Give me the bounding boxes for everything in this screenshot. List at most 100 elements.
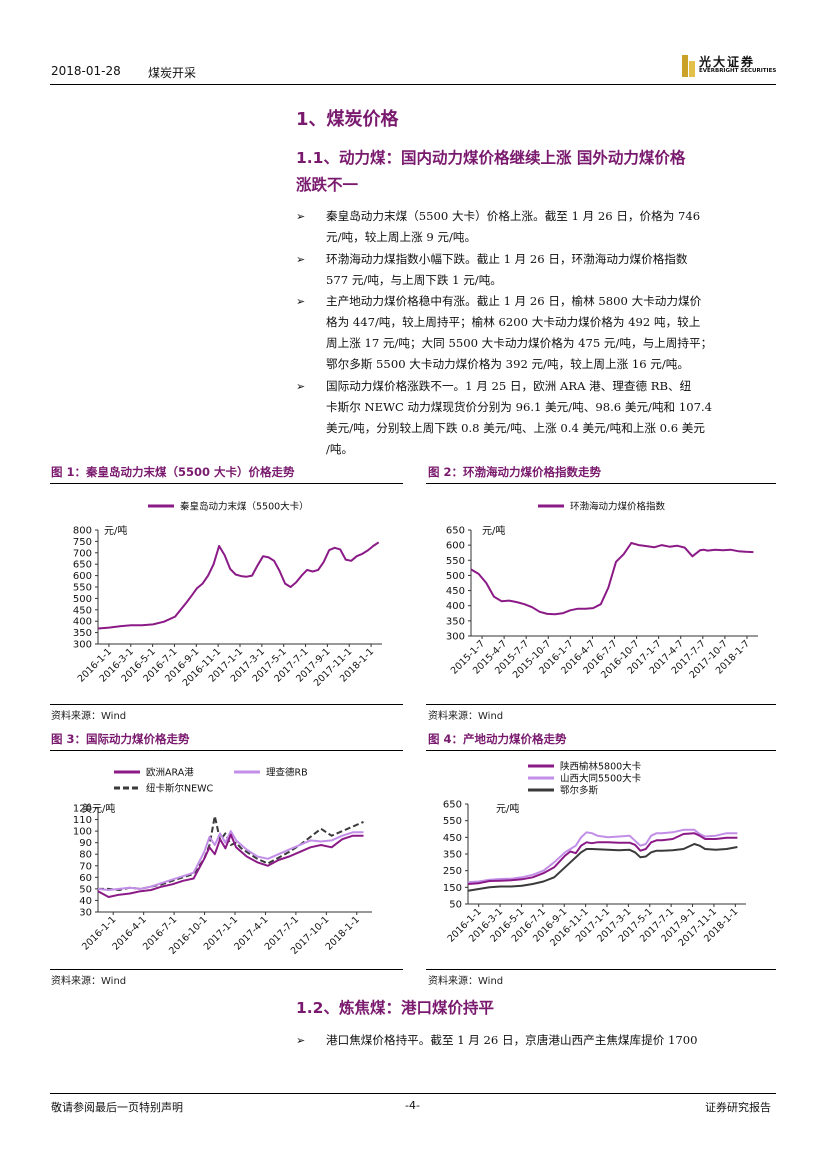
bullet-item: ➢ 港口焦煤价格持平。截至 1 月 26 日，京唐港山西产主焦煤库提价 1700 (296, 1030, 776, 1051)
y-tick-label: 700 (73, 548, 92, 559)
figure-1-chart: 3003504004505005506006507007508002016-1-… (73, 501, 382, 689)
y-tick-label: 70 (79, 861, 92, 872)
figure-2-title: 图 2：环渤海动力煤价格指数走势 (428, 465, 602, 479)
y-tick-label: 150 (443, 883, 462, 894)
y-tick-label: 350 (73, 628, 92, 639)
bullet-arrow-icon: ➢ (296, 1034, 306, 1047)
footer-disclaimer: 敬请参阅最后一页特别声明 (51, 1101, 183, 1114)
footer-divider (50, 1093, 776, 1094)
legend-label: 山西大同5500大卡 (560, 773, 642, 785)
y-tick-label: 450 (443, 833, 462, 844)
unit-label: 元/吨 (104, 524, 127, 537)
y-tick-label: 650 (446, 526, 465, 537)
bullet-line: /吨。 (326, 442, 354, 456)
figure-3-chart: 304050607080901001101202016-1-12016-4-12… (73, 767, 372, 957)
subsection-title-line2: 涨跌不一 (296, 176, 359, 194)
series-line (97, 541, 380, 630)
series-line (467, 843, 738, 892)
header-sector: 煤炭开采 (148, 66, 197, 80)
y-tick-label: 500 (446, 571, 465, 582)
figure-4-source: 资料来源：Wind (428, 976, 504, 987)
y-tick-label: 650 (443, 800, 462, 811)
bullet-line: 国际动力煤价格涨跌不一。1 月 25 日，欧洲 ARA 港、理查德 RB、纽 (326, 379, 692, 393)
figure-3-bottom-rule (50, 969, 403, 970)
bullet-line: 周上涨 17 元/吨；大同 5500 大卡动力煤价格为 475 元/吨，与上周持… (326, 336, 713, 350)
bullet-line: 主产地动力煤价格稳中有涨。截止 1 月 26 日，榆林 5800 大卡动力煤价 (326, 294, 702, 308)
figure-1-top-rule (50, 483, 403, 484)
y-tick-label: 110 (73, 815, 92, 826)
footer-report-type: 证券研究报告 (705, 1101, 771, 1114)
subsection-title-line1: 1.1、动力煤：国内动力煤价格继续上涨 国外动力煤价格 (296, 149, 686, 167)
bullet-line: 卡斯尔 NEWC 动力煤现货价分别为 96.1 美元/吨、98.6 美元/吨和 … (326, 400, 713, 414)
figure-4-bottom-rule (426, 969, 776, 970)
y-tick-label: 90 (79, 838, 92, 849)
figure-2-top-rule (426, 483, 776, 484)
figure-1-bottom-rule (50, 704, 403, 705)
y-tick-label: 300 (446, 632, 465, 643)
legend-label: 秦皇岛动力末煤（5500大卡） (180, 501, 309, 513)
y-tick-label: 50 (79, 884, 92, 895)
y-tick-label: 650 (73, 560, 92, 571)
y-tick-label: 350 (443, 850, 462, 861)
figure-4-top-rule (426, 750, 776, 751)
bullet-line: 港口焦煤价格持平。截至 1 月 26 日，京唐港山西产主焦煤库提价 1700 (326, 1033, 698, 1047)
bullet-line: 577 元/吨，与上周下跌 1 元/吨。 (326, 273, 502, 287)
bullet-arrow-icon: ➢ (296, 210, 306, 223)
y-tick-label: 500 (73, 594, 92, 605)
unit-label: 美元/吨 (82, 802, 115, 815)
header-divider (50, 84, 776, 85)
logo-mark-icon (682, 55, 695, 77)
y-tick-label: 750 (73, 537, 92, 548)
figure-2-bottom-rule (426, 704, 776, 705)
bullet-line: 秦皇岛动力末煤（5500 大卡）价格上涨。截至 1 月 26 日，价格为 746 (326, 209, 701, 223)
series-line (467, 828, 738, 884)
unit-label: 元/吨 (482, 524, 505, 537)
logo-en: EVERBRIGHT SECURITIES (699, 68, 777, 74)
legend-label: 环渤海动力煤价格指数 (570, 501, 666, 513)
figure-1-source: 资料来源：Wind (51, 711, 127, 722)
bullet-arrow-icon: ➢ (296, 253, 306, 266)
figure-3-source: 资料来源：Wind (51, 976, 127, 987)
figure-3-title: 图 3：国际动力煤价格走势 (51, 732, 190, 746)
legend-label: 欧洲ARA港 (146, 767, 194, 779)
legend-label: 理查德RB (266, 767, 308, 779)
y-tick-label: 100 (73, 827, 92, 838)
y-tick-label: 550 (73, 583, 92, 594)
series-line (470, 542, 754, 616)
y-tick-label: 80 (79, 850, 92, 861)
series-line (467, 832, 738, 885)
bullet-line: 美元/吨，分别较上周下跌 0.8 美元/吨、上涨 0.4 美元/吨和上涨 0.6… (326, 421, 705, 435)
bullet-arrow-icon: ➢ (296, 295, 306, 308)
bullet-item: ➢ 主产地动力煤价格稳中有涨。截止 1 月 26 日，榆林 5800 大卡动力煤… (296, 291, 776, 375)
figure-4-chart: 501502503504505506502016-1-12016-3-12016… (443, 761, 746, 949)
y-tick-label: 50 (449, 900, 462, 911)
series-line (98, 815, 364, 891)
subsection-2-title: 1.2、炼焦煤：港口煤价持平 (296, 999, 494, 1017)
unit-label: 元/吨 (496, 802, 519, 815)
header-date: 2018-01-28 (51, 64, 121, 78)
y-tick-label: 600 (73, 571, 92, 582)
logo-cn: 光大证券 (699, 55, 756, 69)
y-tick-label: 800 (73, 526, 92, 537)
series-line (97, 830, 364, 891)
y-tick-label: 600 (446, 541, 465, 552)
y-tick-label: 550 (446, 556, 465, 567)
bullet-item: ➢ 环渤海动力煤指数小幅下跌。截止 1 月 26 日，环渤海动力煤价格指数 57… (296, 249, 776, 291)
series-line (97, 833, 364, 898)
y-tick-label: 60 (79, 873, 92, 884)
bullet-line: 元/吨，较上周上涨 9 元/吨。 (326, 230, 477, 244)
bullet-item: ➢ 秦皇岛动力末煤（5500 大卡）价格上涨。截至 1 月 26 日，价格为 7… (296, 206, 776, 248)
y-tick-label: 250 (443, 866, 462, 877)
section-title: 1、煤炭价格 (296, 109, 399, 130)
brand-logo: 光大证券 EVERBRIGHT SECURITIES (682, 52, 782, 80)
page-number: -4- (405, 1099, 420, 1112)
y-tick-label: 120 (73, 804, 92, 815)
figure-1-title: 图 1：秦皇岛动力末煤（5500 大卡）价格走势 (51, 465, 295, 479)
bullet-item: ➢ 国际动力煤价格涨跌不一。1 月 25 日，欧洲 ARA 港、理查德 RB、纽… (296, 376, 776, 460)
y-tick-label: 30 (79, 908, 92, 919)
legend-label: 陕西榆林5800大卡 (560, 761, 642, 773)
figure-3-top-rule (50, 750, 403, 751)
figure-2-source: 资料来源：Wind (428, 711, 504, 722)
bullet-arrow-icon: ➢ (296, 380, 306, 393)
legend-label: 鄂尔多斯 (560, 785, 599, 797)
